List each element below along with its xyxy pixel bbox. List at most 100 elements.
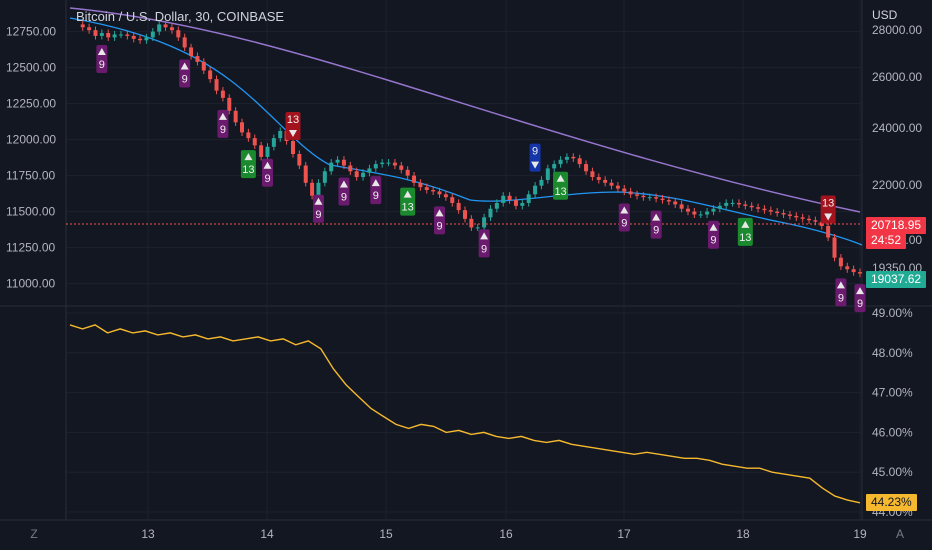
candle-body bbox=[520, 202, 525, 206]
fast-ma-line bbox=[69, 17, 863, 246]
time-axis-tick-label: 17 bbox=[617, 527, 631, 541]
marker-up-arrow bbox=[836, 281, 845, 289]
candle-body bbox=[545, 168, 550, 180]
candle-body bbox=[654, 197, 659, 199]
marker-badge: 9 bbox=[650, 210, 662, 239]
candle-body bbox=[660, 198, 665, 201]
marker-badge-bg bbox=[370, 176, 382, 205]
candle-body bbox=[507, 195, 512, 201]
price-pane bbox=[66, 0, 862, 306]
time-axis-tick-label: 15 bbox=[379, 527, 393, 541]
marker-up-arrow bbox=[314, 197, 323, 205]
candle-body bbox=[220, 90, 225, 98]
marker-up-arrow bbox=[856, 287, 864, 295]
marker-badge: 13 bbox=[400, 187, 416, 216]
marker-badge: 13 bbox=[737, 217, 753, 246]
marker-badge-bg bbox=[820, 195, 836, 224]
marker-up-arrow bbox=[403, 190, 412, 198]
marker-down-arrow bbox=[824, 213, 833, 221]
candle-body bbox=[558, 159, 563, 165]
candle-body bbox=[494, 202, 499, 209]
left-axis-tick-label: 12000.00 bbox=[6, 133, 56, 147]
marker-label: 9 bbox=[857, 298, 863, 310]
candle-body bbox=[762, 208, 767, 211]
zoom-button[interactable]: Z bbox=[30, 527, 38, 541]
candle-body bbox=[118, 34, 123, 36]
candle-body bbox=[615, 185, 620, 189]
marker-badge-bg bbox=[478, 229, 490, 258]
candle-body bbox=[367, 168, 372, 173]
candle-body bbox=[138, 38, 143, 41]
left-axis-tick-label: 12500.00 bbox=[6, 61, 56, 75]
candle-body bbox=[711, 208, 716, 212]
candle-body bbox=[775, 211, 780, 214]
marker-badge-bg bbox=[618, 203, 630, 232]
candle-body bbox=[743, 204, 748, 206]
marker-up-arrow bbox=[180, 62, 189, 70]
candle-body bbox=[125, 34, 130, 36]
marker-badge-bg bbox=[553, 171, 569, 200]
candle-body bbox=[571, 156, 576, 159]
marker-badge-bg bbox=[650, 210, 662, 239]
candle-body bbox=[717, 205, 722, 209]
candle-body bbox=[169, 27, 174, 31]
candle-body bbox=[112, 34, 117, 38]
marker-up-arrow bbox=[435, 209, 444, 217]
marker-label: 9 bbox=[182, 73, 188, 85]
candle-body bbox=[813, 220, 818, 222]
slow-ma-line bbox=[69, 7, 861, 213]
marker-label: 9 bbox=[341, 192, 347, 204]
marker-label: 13 bbox=[242, 164, 254, 176]
marker-badge-bg bbox=[240, 150, 256, 179]
marker-up-arrow bbox=[263, 161, 272, 169]
candle-body bbox=[450, 197, 455, 203]
candle-body bbox=[819, 221, 824, 226]
candle-body bbox=[488, 208, 493, 218]
marker-badge-bg bbox=[312, 194, 324, 223]
auto-scale-button[interactable]: A bbox=[895, 527, 904, 541]
candle-body bbox=[80, 24, 85, 28]
candle-body bbox=[310, 182, 315, 196]
candle-body bbox=[635, 194, 640, 196]
marker-up-arrow bbox=[339, 180, 348, 188]
secondary-price-badge: 19037.62 bbox=[866, 271, 927, 288]
candle-body bbox=[749, 205, 754, 208]
candle-body bbox=[240, 122, 245, 133]
candle-body bbox=[392, 162, 397, 166]
candle-body bbox=[768, 210, 773, 212]
marker-label: 9 bbox=[264, 173, 270, 185]
candle-body bbox=[539, 179, 544, 186]
candle-body bbox=[609, 182, 614, 186]
candle-body bbox=[622, 188, 627, 192]
time-axis-tick-label: 18 bbox=[736, 527, 750, 541]
marker-label: 13 bbox=[554, 186, 566, 198]
candle-body bbox=[603, 179, 608, 183]
marker-badge: 13 bbox=[240, 150, 256, 179]
candle-body bbox=[399, 165, 404, 170]
marker-badge: 9 bbox=[312, 194, 324, 223]
candle-body bbox=[214, 79, 219, 91]
countdown-badge: 24:52 bbox=[866, 232, 907, 249]
marker-badge: 9 bbox=[478, 229, 490, 258]
marker-badge-bg bbox=[434, 206, 446, 235]
candle-body bbox=[150, 31, 155, 38]
candle-body bbox=[724, 202, 729, 206]
time-axis-tick-label: 19 bbox=[853, 527, 867, 541]
candle-body bbox=[271, 138, 276, 147]
marker-badge-bg bbox=[285, 112, 301, 140]
candle-body bbox=[380, 162, 385, 165]
marker-badge: 9 bbox=[370, 176, 382, 205]
marker-badge-bg bbox=[737, 217, 753, 246]
left-axis-tick-label: 12250.00 bbox=[6, 97, 56, 111]
candle-body bbox=[463, 210, 467, 219]
dominance-axis-tick-label: 49.00% bbox=[872, 306, 913, 320]
left-axis-tick-label: 11500.00 bbox=[6, 205, 55, 219]
candle-body bbox=[513, 200, 518, 206]
marker-label: 13 bbox=[402, 202, 414, 214]
candle-body bbox=[666, 200, 671, 202]
candle-body bbox=[354, 171, 359, 178]
dominance-pane bbox=[66, 307, 862, 520]
candle-body bbox=[144, 37, 149, 41]
marker-badge: 9 bbox=[179, 59, 191, 88]
